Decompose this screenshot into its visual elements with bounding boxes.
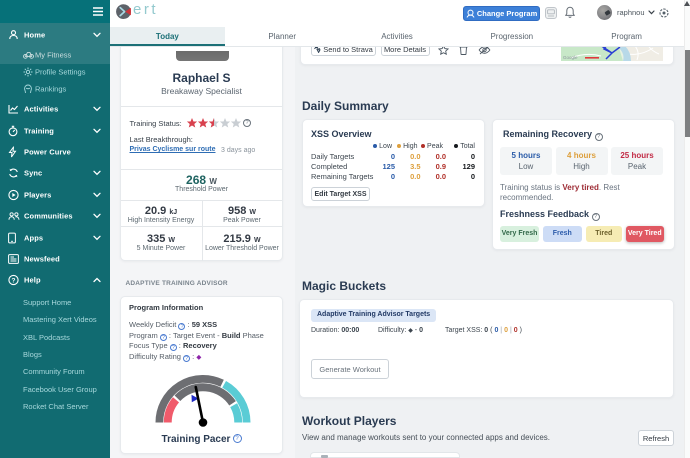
svg-text:?: ? [12,277,16,284]
svg-text:Google: Google [563,55,578,60]
